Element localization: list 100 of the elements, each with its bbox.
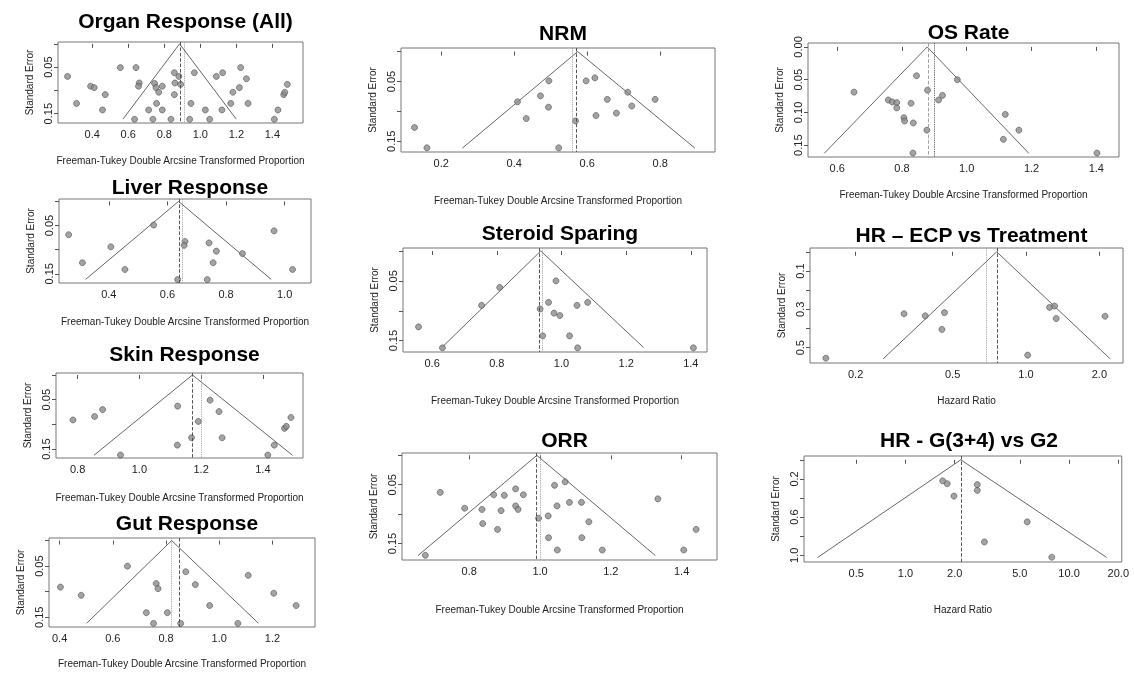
x-tick-label: 0.6 xyxy=(105,631,121,644)
x-tick-label: 1.0 xyxy=(1018,367,1034,380)
x-tick-label: 0.6 xyxy=(424,356,440,369)
y-axis-title: Standard Error xyxy=(368,266,380,333)
x-tick-label: 1.2 xyxy=(603,564,619,577)
x-tick-label: 10.0 xyxy=(1058,566,1080,579)
x-axis-title: Freeman-Tukey Double Arcsine Transformed Proportion xyxy=(60,315,310,327)
chart-title: NRM xyxy=(539,21,587,44)
x-tick-label: 0.8 xyxy=(69,462,86,475)
y-tick-label: 0.00 xyxy=(791,36,804,58)
x-tick-label: 1.4 xyxy=(1088,161,1104,174)
x-tick-label: 0.8 xyxy=(158,631,174,644)
x-tick-label: 2.0 xyxy=(947,566,963,579)
x-axis-title: Freeman-Tukey Double Arcsine Transformed Proportion xyxy=(55,491,304,503)
y-axis-title: Standard Error xyxy=(366,66,378,133)
x-tick-label: 0.8 xyxy=(461,564,477,577)
y-tick-label: 0.15 xyxy=(41,102,54,125)
x-tick-label: 1.0 xyxy=(192,127,208,140)
x-tick-label: 0.8 xyxy=(218,287,234,300)
y-tick-label: 0.5 xyxy=(793,340,806,356)
x-tick-label: 1.4 xyxy=(264,127,281,140)
x-tick-label: 20.0 xyxy=(1107,566,1130,579)
y-tick-label: 0.05 xyxy=(385,474,398,496)
x-tick-label: 0.4 xyxy=(51,631,68,644)
x-tick-label: 5.0 xyxy=(1012,566,1028,579)
x-tick-label: 0.6 xyxy=(120,127,136,140)
x-tick-label: 1.4 xyxy=(683,356,699,369)
y-axis-title: Standard Error xyxy=(773,66,785,133)
chart-title: Organ Response (All) xyxy=(78,9,293,32)
chart-title: Skin Response xyxy=(109,342,260,365)
x-axis-title: Freeman-Tukey Double Arcsine Transformed Proportion xyxy=(433,194,683,206)
y-tick-label: 0.05 xyxy=(41,56,54,78)
x-tick-label: 0.6 xyxy=(579,156,595,169)
y-axis-title: Standard Error xyxy=(367,473,379,540)
x-axis-title: Hazard Ratio xyxy=(933,603,993,615)
x-tick-label: 0.4 xyxy=(84,127,100,140)
x-tick-label: 2.0 xyxy=(1091,367,1108,380)
x-tick-label: 0.8 xyxy=(156,127,172,140)
y-tick-label: 0.05 xyxy=(42,214,55,237)
x-tick-label: 1.4 xyxy=(673,564,690,577)
chart-title: Steroid Sparing xyxy=(481,221,639,244)
y-tick-label: 0.6 xyxy=(787,509,800,525)
y-tick-label: 0.05 xyxy=(32,555,45,577)
y-tick-label: 0.05 xyxy=(386,270,399,292)
y-tick-label: 0.1 xyxy=(793,263,806,279)
x-tick-label: 0.6 xyxy=(159,287,176,300)
x-axis-title: Freeman-Tukey Double Arcsine Transformed Proportion xyxy=(57,657,307,669)
x-tick-label: 1.2 xyxy=(264,631,281,644)
y-axis-title: Standard Error xyxy=(775,272,787,339)
y-tick-label: 0.05 xyxy=(791,68,804,91)
y-tick-label: 0.15 xyxy=(384,130,397,152)
chart-title: HR - G(3+4) vs G2 xyxy=(880,428,1058,451)
x-tick-label: 0.4 xyxy=(101,287,117,300)
x-axis-title: Freeman-Tukey Double Arcsine Transformed Proportion xyxy=(839,188,1088,200)
x-tick-label: 1.4 xyxy=(255,462,271,475)
x-tick-label: 1.0 xyxy=(276,287,293,300)
chart-title: Liver Response xyxy=(111,175,269,198)
x-tick-label: 0.8 xyxy=(489,356,505,369)
x-tick-label: 0.5 xyxy=(848,566,864,579)
y-tick-label: 0.15 xyxy=(39,438,52,460)
y-tick-label: 0.15 xyxy=(791,134,804,156)
x-tick-label: 1.0 xyxy=(897,566,914,579)
x-tick-label: 1.0 xyxy=(532,564,548,577)
y-tick-label: 1.0 xyxy=(787,547,800,563)
x-tick-label: 1.2 xyxy=(193,462,209,475)
x-tick-label: 0.8 xyxy=(894,161,910,174)
chart-title: HR – ECP vs Treatment xyxy=(855,223,1088,246)
x-tick-label: 0.5 xyxy=(944,367,961,380)
y-tick-label: 0.15 xyxy=(32,606,45,628)
x-tick-label: 1.0 xyxy=(553,356,570,369)
y-axis-title: Standard Error xyxy=(14,549,26,616)
x-axis-title: Freeman-Tukey Double Arcsine Transformed Proportion xyxy=(430,394,680,406)
x-tick-label: 1.0 xyxy=(131,462,148,475)
chart-title: OS Rate xyxy=(927,20,1010,43)
x-tick-label: 0.4 xyxy=(506,156,522,169)
y-tick-label: 0.05 xyxy=(384,70,397,93)
x-tick-label: 1.0 xyxy=(211,631,227,644)
chart-title: Gut Response xyxy=(115,511,259,534)
y-tick-label: 0.15 xyxy=(385,532,398,555)
x-tick-label: 0.2 xyxy=(847,367,864,380)
y-tick-label: 0.15 xyxy=(386,329,399,352)
y-axis-title: Standard Error xyxy=(769,475,781,542)
y-tick-label: 0.15 xyxy=(42,263,55,285)
x-tick-label: 1.2 xyxy=(618,356,634,369)
x-axis-title: Freeman-Tukey Double Arcsine Transformed Proportion xyxy=(56,154,305,166)
x-tick-label: 1.2 xyxy=(1023,161,1040,174)
y-tick-label: 0.05 xyxy=(39,388,52,411)
y-axis-title: Standard Error xyxy=(23,49,35,116)
x-axis-title: Freeman-Tukey Double Arcsine Transformed Proportion xyxy=(435,603,684,615)
x-tick-label: 0.6 xyxy=(829,161,845,174)
y-axis-title: Standard Error xyxy=(24,207,36,274)
chart-title: ORR xyxy=(541,428,588,451)
y-axis-title: Standard Error xyxy=(21,382,33,449)
x-axis-title: Hazard Ratio xyxy=(937,394,997,406)
y-tick-label: 0.3 xyxy=(793,301,806,317)
y-tick-label: 0.10 xyxy=(791,101,804,124)
x-tick-label: 1.0 xyxy=(959,161,975,174)
x-tick-label: 1.2 xyxy=(228,127,244,140)
x-tick-label: 0.2 xyxy=(433,156,449,169)
x-tick-label: 0.8 xyxy=(652,156,668,169)
